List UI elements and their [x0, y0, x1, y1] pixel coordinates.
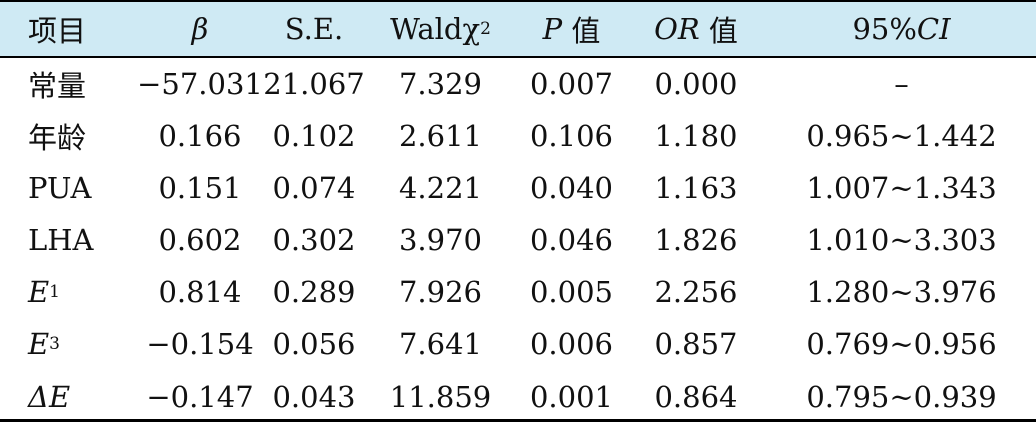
header-or-suffix: 值 — [699, 14, 738, 48]
cell-or: 1.826 — [654, 223, 738, 257]
row-label-text: ΔE — [28, 380, 71, 414]
cell-or: 2.256 — [654, 275, 738, 309]
header-wald-superscript: 2 — [480, 19, 491, 39]
cell-ci: 0.965~1.442 — [806, 119, 997, 153]
row-label: 年龄 — [0, 110, 135, 162]
cell-ci: 1.007~1.343 — [806, 171, 997, 205]
row-label-text: E — [28, 327, 50, 361]
cell-wald: 2.611 — [398, 119, 483, 153]
cell-beta: 0.166 — [158, 119, 242, 153]
cell-se: 0.056 — [272, 327, 356, 361]
row-label-text: 常量 — [28, 69, 87, 103]
header-item: 项目 — [0, 2, 135, 58]
cell-beta: −0.147 — [146, 380, 254, 414]
cell-or: 0.857 — [654, 327, 738, 361]
cell-se: 21.067 — [263, 67, 365, 101]
row-label: ΔE — [0, 370, 135, 424]
cell-ci: 0.795~0.939 — [806, 380, 997, 414]
header-p-suffix: 值 — [562, 14, 601, 48]
cell-p: 0.106 — [529, 119, 614, 153]
cell-p: 0.001 — [529, 380, 614, 414]
cell-p: 0.046 — [529, 223, 614, 257]
header-beta-text: β — [191, 12, 209, 46]
cell-p: 0.007 — [529, 67, 614, 101]
header-se: S.E. — [265, 2, 363, 58]
header-se-text: S.E. — [284, 12, 344, 46]
cell-se: 0.302 — [272, 223, 356, 257]
row-label-text: E — [28, 275, 50, 309]
cell-se: 0.102 — [272, 119, 356, 153]
cell-or: 1.163 — [654, 171, 738, 205]
header-p: P 值 — [518, 2, 625, 58]
header-wald: Waldχ 2 — [363, 2, 518, 58]
row-label-subscript: 3 — [49, 334, 60, 354]
cell-or: 0.000 — [654, 67, 738, 101]
cell-wald: 7.329 — [398, 67, 483, 101]
row-label-text: 年龄 — [28, 121, 87, 155]
cell-se: 0.289 — [272, 275, 356, 309]
cell-wald: 4.221 — [398, 171, 483, 205]
cell-or: 0.864 — [654, 380, 738, 414]
cell-ci: 0.769~0.956 — [806, 327, 997, 361]
cell-se: 0.074 — [272, 171, 356, 205]
header-or-symbol: OR — [654, 12, 700, 46]
header-ci-symbol: CI — [916, 12, 951, 46]
header-p-symbol: P — [542, 12, 563, 46]
cell-wald: 3.970 — [398, 223, 483, 257]
row-label-subscript: 1 — [49, 282, 60, 302]
cell-beta: 0.602 — [158, 223, 242, 257]
cell-wald: 7.926 — [398, 275, 483, 309]
header-beta: β — [135, 2, 265, 58]
cell-se: 0.043 — [272, 380, 356, 414]
cell-wald: 11.859 — [389, 380, 492, 414]
cell-ci: – — [894, 67, 909, 101]
cell-p: 0.040 — [529, 171, 614, 205]
cell-beta: 0.814 — [158, 275, 242, 309]
row-label-text: PUA — [28, 171, 92, 205]
cell-ci: 1.280~3.976 — [806, 275, 997, 309]
cell-p: 0.006 — [529, 327, 614, 361]
row-label: 常量 — [0, 58, 135, 110]
cell-p: 0.005 — [529, 275, 614, 309]
header-ci: 95% CI — [767, 2, 1036, 58]
cell-wald: 7.641 — [398, 327, 483, 361]
row-label-text: LHA — [28, 223, 94, 257]
cell-beta: −57.031 — [137, 67, 263, 101]
row-label: LHA — [0, 214, 135, 266]
header-item-text: 项目 — [28, 14, 87, 48]
cell-ci: 1.010~3.303 — [806, 223, 997, 257]
row-label: PUA — [0, 162, 135, 214]
cell-beta: −0.154 — [146, 327, 254, 361]
cell-beta: 0.151 — [158, 171, 242, 205]
header-ci-prefix: 95% — [852, 12, 917, 46]
cell-or: 1.180 — [654, 119, 738, 153]
header-or: OR 值 — [625, 2, 767, 58]
header-wald-text: Waldχ — [390, 12, 481, 46]
